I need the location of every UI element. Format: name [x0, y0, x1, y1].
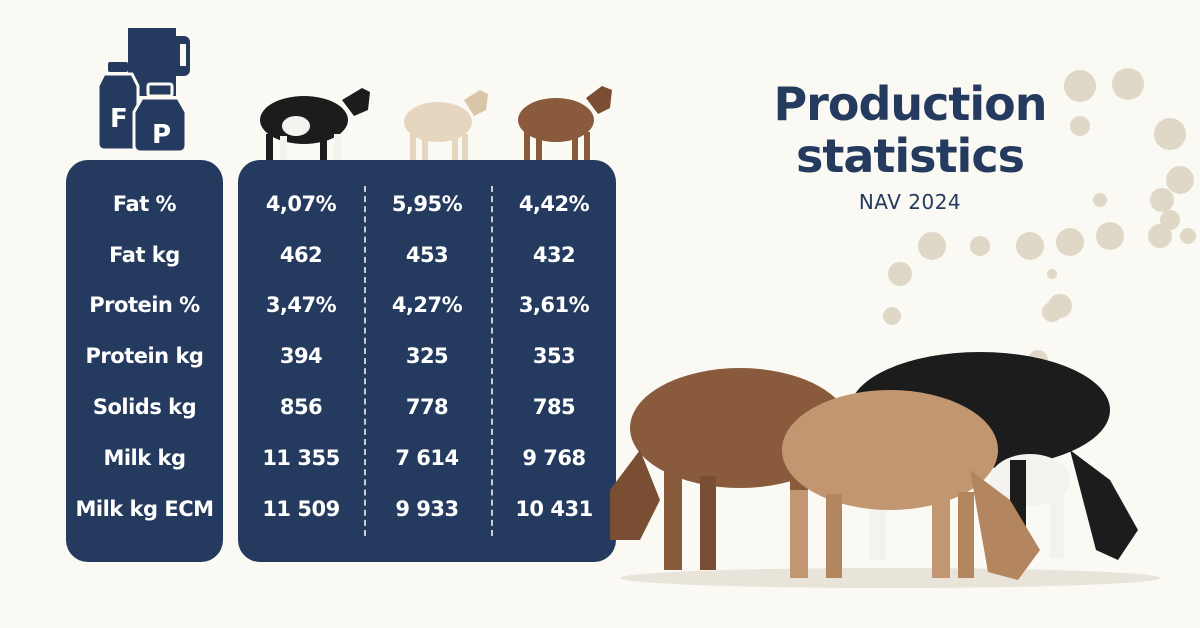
table-cell: 5,95% [391, 192, 463, 216]
row-label-solids-kg: Solids kg [92, 395, 197, 419]
table-cell: 4,42% [518, 192, 590, 216]
table-cell: 856 [279, 395, 323, 419]
table-cell: 353 [532, 344, 576, 368]
table-cell: 4,07% [265, 192, 337, 216]
page-subtitle: NAV 2024 [858, 190, 962, 214]
row-label-protein-pct: Protein % [89, 293, 200, 317]
holstein-cow-image [260, 88, 370, 172]
table-cell: 11 355 [262, 446, 340, 470]
table-cell: 325 [405, 344, 449, 368]
brown-swiss-cow-image [518, 86, 612, 172]
row-label-protein-kg: Protein kg [85, 344, 204, 368]
column-divider [364, 186, 366, 536]
table-cell: 462 [279, 243, 323, 267]
decorative-dots [883, 68, 1196, 370]
title-line-2: statistics [796, 129, 1025, 183]
column-divider [491, 186, 493, 536]
table-cell: 3,47% [265, 293, 337, 317]
row-label-fat-kg: Fat kg [109, 243, 180, 267]
table-cell: 785 [532, 395, 576, 419]
table-cell: 11 509 [262, 497, 340, 521]
page-title: Production statistics [760, 78, 1060, 182]
milk-bottles-icon: F P [96, 22, 206, 154]
row-label-milk-kg: Milk kg [103, 446, 186, 470]
fat-bottle-label: F [110, 104, 128, 134]
grazing-cows-image [610, 352, 1160, 588]
row-labels-panel: Fat % Fat kg Protein % Protein kg Solids… [66, 160, 223, 562]
table-cell: 9 933 [395, 497, 459, 521]
row-label-fat-pct: Fat % [112, 192, 177, 216]
table-cell: 7 614 [395, 446, 459, 470]
table-cell: 10 431 [515, 497, 593, 521]
table-cell: 432 [532, 243, 576, 267]
title-line-1: Production [773, 77, 1047, 131]
table-cell: 4,27% [391, 293, 463, 317]
table-cell: 3,61% [518, 293, 590, 317]
jersey-cow-image [404, 90, 488, 172]
protein-bottle-label: P [152, 120, 172, 150]
table-cell: 778 [405, 395, 449, 419]
table-cell: 394 [279, 344, 323, 368]
table-cell: 9 768 [522, 446, 586, 470]
row-label-milk-kg-ecm: Milk kg ECM [75, 497, 214, 521]
table-cell: 453 [405, 243, 449, 267]
values-panel: 4,07% 5,95% 4,42% 462 453 432 3,47% 4,27… [238, 160, 616, 562]
